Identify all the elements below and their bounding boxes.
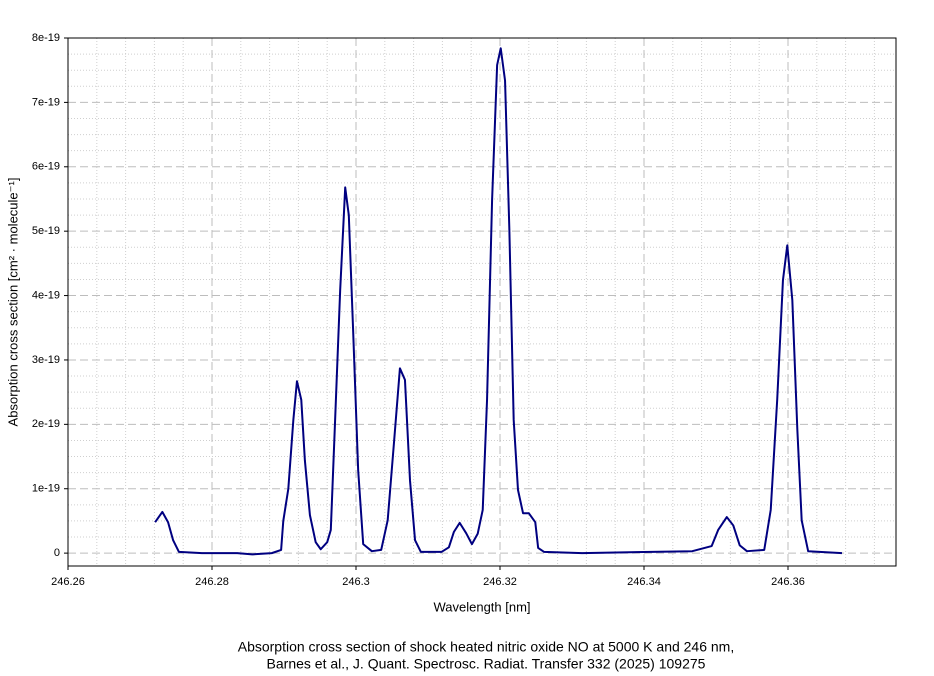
x-tick-label: 246.26 bbox=[51, 576, 85, 588]
y-tick-label: 1e-19 bbox=[32, 483, 60, 495]
x-tick-label: 246.3 bbox=[342, 576, 370, 588]
y-tick-label: 6e-19 bbox=[32, 161, 60, 173]
y-tick-label: 4e-19 bbox=[32, 289, 60, 301]
x-tick-label: 246.34 bbox=[627, 576, 661, 588]
data-line bbox=[154, 47, 843, 556]
y-tick-label: 5e-19 bbox=[32, 225, 60, 237]
caption-line: Barnes et al., J. Quant. Spectrosc. Radi… bbox=[267, 656, 706, 672]
x-tick-label: 246.32 bbox=[483, 576, 517, 588]
y-tick-label: 0 bbox=[54, 547, 60, 559]
y-axis-label: Absorption cross section [cm² · molecule… bbox=[5, 178, 20, 427]
grid: 246.26 246.28 246.3 246.32 246.34 246.36 0 1e-1… bbox=[32, 32, 896, 588]
y-tick-label: 7e-19 bbox=[32, 96, 60, 108]
x-tick-label: 246.28 bbox=[195, 576, 229, 588]
x-axis-label: Wavelength [nm] bbox=[433, 599, 530, 614]
x-tick-label: 246.36 bbox=[771, 576, 805, 588]
plot-frame bbox=[67, 37, 897, 567]
y-tick-label: 3e-19 bbox=[32, 354, 60, 366]
y-tick-label: 2e-19 bbox=[32, 418, 60, 430]
plot bbox=[154, 47, 843, 556]
caption-line: Absorption cross section of shock heated… bbox=[238, 639, 735, 655]
y-tick-label: 8e-19 bbox=[32, 32, 60, 44]
